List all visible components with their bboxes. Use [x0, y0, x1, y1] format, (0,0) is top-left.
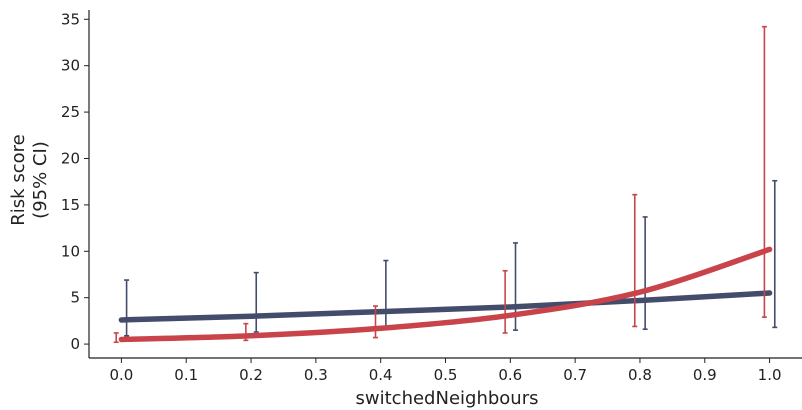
error-bar [761, 25, 767, 318]
y-tick-label: 35 [61, 10, 80, 28]
axes-layer: 0.0 0.1 0.2 0.3 0.4 0.5 0.6 0.7 0.8 0.9 1.0 0 5 10 15 2… [61, 10, 802, 384]
error-bar [772, 179, 778, 329]
x-tick-label: 0.8 [628, 366, 652, 384]
series-0 [118, 179, 778, 337]
y-axis-title-line1: Risk score [8, 134, 29, 225]
error-bar [372, 305, 378, 339]
y-tick-label: 10 [61, 242, 80, 260]
y-axis-title-line2: (95% CI) [30, 141, 51, 219]
x-tick-label: 0.1 [174, 366, 198, 384]
error-bar [253, 271, 259, 333]
x-tick-label: 0.0 [109, 366, 133, 384]
error-bar [642, 216, 648, 331]
y-tick-label: 15 [61, 196, 80, 214]
series-layer [113, 25, 778, 344]
y-tick-label: 20 [61, 149, 80, 167]
series-1 [113, 25, 773, 344]
error-bar [113, 332, 119, 344]
error-bar [502, 269, 508, 334]
x-tick-label: 0.2 [239, 366, 263, 384]
series-line [118, 290, 773, 323]
x-tick-label: 1.0 [758, 366, 782, 384]
x-tick-label: 0.7 [563, 366, 587, 384]
x-tick-label: 0.9 [693, 366, 717, 384]
y-tick-label: 30 [61, 57, 80, 75]
x-tick-label: 0.4 [369, 366, 393, 384]
y-tick-label: 5 [70, 289, 80, 307]
y-tick-label: 25 [61, 103, 80, 121]
error-bar [124, 279, 130, 337]
error-bar [383, 259, 389, 331]
error-bar [632, 193, 638, 328]
x-tick-label: 0.5 [434, 366, 458, 384]
y-tick-label: 0 [70, 335, 80, 353]
x-axis-title: switchedNeighbours [356, 388, 539, 409]
x-tick-label: 0.3 [304, 366, 328, 384]
x-tick-label: 0.6 [498, 366, 522, 384]
series-line [118, 246, 773, 343]
